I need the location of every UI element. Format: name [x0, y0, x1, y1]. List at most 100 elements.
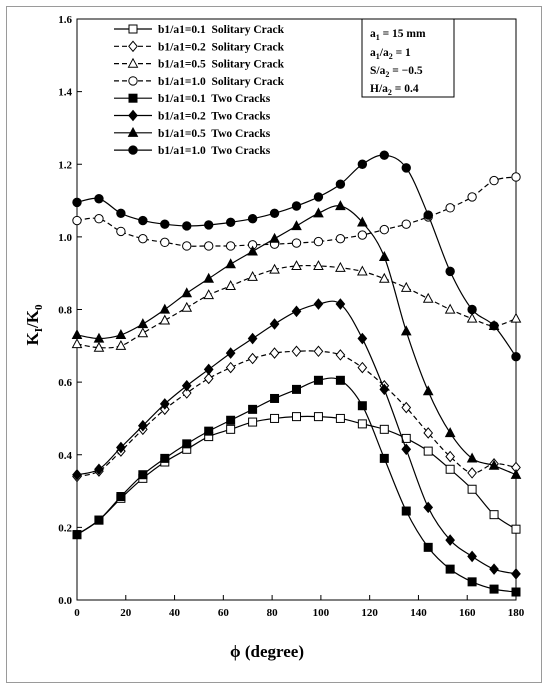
data-point	[335, 375, 345, 385]
legend-marker	[128, 93, 138, 103]
legend-marker	[128, 76, 138, 86]
data-point	[181, 387, 192, 399]
data-point	[181, 301, 193, 312]
data-point	[511, 587, 521, 597]
y-tick-label: 1.4	[58, 87, 72, 99]
x-tick-label: 0	[74, 607, 80, 619]
data-point	[466, 452, 478, 463]
data-point	[115, 329, 127, 340]
data-point	[510, 468, 522, 479]
data-point	[94, 463, 104, 476]
data-point	[72, 468, 82, 481]
data-point	[378, 250, 390, 261]
x-tick-label: 160	[459, 607, 476, 619]
data-point	[203, 289, 215, 300]
data-point	[159, 314, 171, 325]
data-point	[225, 347, 236, 359]
legend-label: b1/a1=0.2 Two Cracks	[158, 111, 271, 123]
legend-label: b1/a1=0.2 Solitary Crack	[158, 41, 285, 53]
data-point	[225, 258, 236, 269]
data-point	[313, 236, 324, 247]
data-point	[511, 172, 521, 182]
data-point	[291, 220, 302, 231]
data-point	[269, 347, 280, 359]
data-point	[291, 345, 302, 358]
data-point	[489, 584, 499, 594]
data-point	[137, 318, 149, 329]
data-point	[445, 203, 455, 213]
legend-marker	[127, 126, 139, 137]
legend-label: b1/a1=0.1 Solitary Crack	[158, 24, 285, 36]
data-point	[423, 427, 434, 439]
data-point	[181, 287, 193, 298]
parameter-annotation: a1 = 15 mm a1/a2 = 1 S/a2 = −0.5 H/a2 = …	[361, 18, 455, 98]
data-point	[423, 542, 433, 552]
annotation-line-1: a1 = 15 mm	[370, 28, 426, 42]
data-point	[444, 427, 456, 438]
data-point	[269, 263, 280, 274]
data-point	[72, 530, 82, 540]
data-point	[270, 393, 280, 403]
data-point	[335, 413, 345, 423]
data-point	[422, 385, 434, 396]
legend-item: b1/a1=0.1 Two Cracks	[114, 93, 271, 105]
data-point	[335, 298, 346, 310]
legend-marker	[128, 40, 138, 53]
data-point	[445, 450, 456, 463]
y-tick-label: 1.2	[58, 159, 72, 171]
data-point	[467, 577, 477, 587]
data-point	[269, 208, 280, 218]
data-point	[335, 261, 346, 272]
data-point	[488, 459, 500, 470]
data-point	[204, 426, 214, 436]
data-point	[335, 179, 346, 189]
data-point	[445, 266, 455, 277]
data-point	[357, 361, 368, 374]
data-point	[94, 214, 104, 224]
data-point	[247, 245, 258, 256]
data-point	[160, 219, 170, 229]
data-point	[313, 192, 324, 202]
series-7	[71, 200, 522, 479]
data-point	[445, 464, 455, 474]
data-point	[203, 372, 214, 385]
y-tick-label: 1.6	[58, 14, 72, 26]
legend-item: b1/a1=0.2 Solitary Crack	[114, 40, 285, 53]
data-point	[379, 453, 389, 463]
data-point	[291, 201, 302, 211]
data-point	[204, 220, 214, 230]
data-point	[357, 332, 368, 345]
data-point	[489, 510, 499, 520]
data-point	[225, 361, 236, 374]
legend-label: b1/a1=0.1 Two Cracks	[158, 93, 271, 105]
legend-item: b1/a1=1.0 Two Cracks	[114, 145, 271, 157]
x-tick-label: 60	[218, 607, 230, 619]
legend-item: b1/a1=0.1 Solitary Crack	[114, 24, 285, 36]
data-point	[379, 424, 389, 434]
legend-label: b1/a1=1.0 Solitary Crack	[158, 76, 285, 88]
data-point	[401, 443, 412, 456]
data-point	[225, 241, 236, 251]
data-point	[93, 332, 105, 343]
data-point	[94, 194, 104, 204]
data-point	[378, 272, 390, 283]
data-point	[116, 492, 126, 502]
data-point	[313, 345, 324, 358]
data-point	[379, 383, 390, 396]
x-tick-label: 40	[169, 607, 181, 619]
annotation-line-3: S/a2 = −0.5	[370, 65, 423, 79]
data-point	[204, 241, 214, 251]
legend-item: b1/a1=1.0 Solitary Crack	[114, 76, 285, 88]
data-point	[116, 441, 126, 454]
x-tick-label: 80	[267, 607, 279, 619]
data-point	[466, 312, 478, 323]
data-point	[423, 210, 433, 220]
data-point	[181, 379, 192, 392]
data-point	[335, 233, 346, 244]
y-axis-title: KI/K0	[23, 304, 45, 345]
data-point	[401, 219, 411, 229]
data-point	[423, 501, 434, 514]
y-tick-label: 0.0	[58, 595, 72, 607]
data-point	[291, 305, 302, 318]
